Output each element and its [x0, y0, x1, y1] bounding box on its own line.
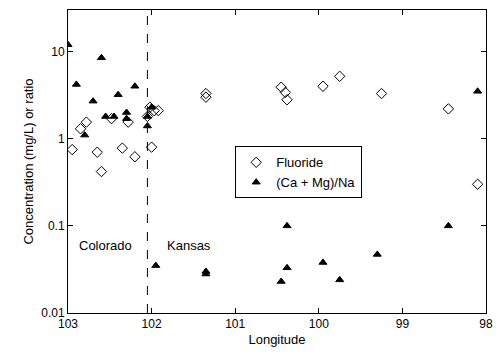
svg-text:98: 98	[479, 317, 493, 331]
svg-text:103: 103	[58, 317, 78, 331]
svg-text:100: 100	[309, 317, 329, 331]
svg-text:102: 102	[142, 317, 162, 331]
svg-text:101: 101	[225, 317, 245, 331]
svg-text:(Ca + Mg)/Na: (Ca + Mg)/Na	[276, 175, 355, 190]
svg-text:Concentration (mg/L) or ratio: Concentration (mg/L) or ratio	[21, 78, 36, 244]
svg-text:99: 99	[396, 317, 410, 331]
svg-text:0.1: 0.1	[48, 219, 65, 233]
svg-text:Longitude: Longitude	[248, 332, 305, 347]
svg-text:Fluoride: Fluoride	[276, 155, 323, 170]
svg-text:10: 10	[51, 45, 65, 59]
svg-text:0.01: 0.01	[41, 306, 65, 320]
svg-text:Kansas: Kansas	[167, 238, 211, 253]
svg-text:Colorado: Colorado	[79, 238, 132, 253]
svg-text:1: 1	[58, 132, 65, 146]
